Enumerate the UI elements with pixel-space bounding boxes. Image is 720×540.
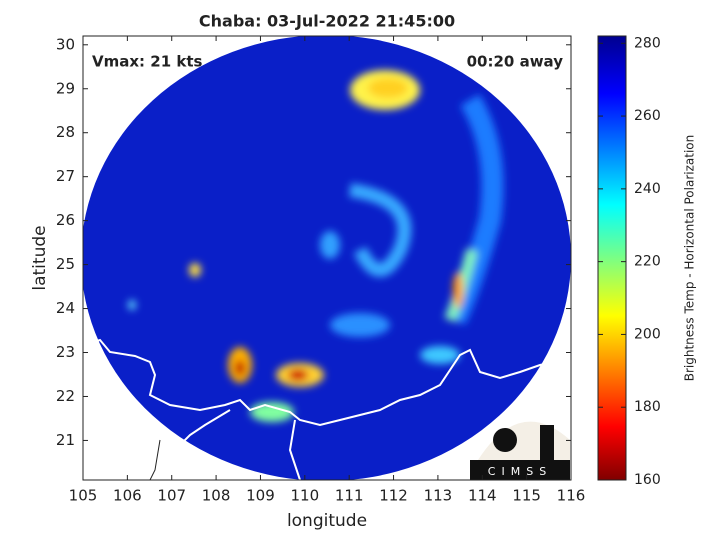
y-tick-label: 23 xyxy=(56,343,75,361)
coastline xyxy=(288,419,301,480)
x-tick-label: 105 xyxy=(69,487,98,505)
y-tick-label: 29 xyxy=(56,79,75,97)
y-tick-label: 25 xyxy=(56,255,75,273)
annotation: Vmax: 21 kts xyxy=(92,53,202,71)
satellite-image: CIMSS xyxy=(83,36,571,480)
colorbar-tick-label: 160 xyxy=(634,472,661,488)
x-tick-label: 106 xyxy=(113,487,142,505)
y-tick-label: 27 xyxy=(56,167,75,185)
logo-text: CIMSS xyxy=(488,465,552,478)
x-tick-label: 109 xyxy=(246,487,275,505)
colorbar-tick-label: 200 xyxy=(634,326,661,342)
colorbar-tick-label: 180 xyxy=(634,399,661,415)
y-tick-label: 24 xyxy=(56,299,75,317)
x-tick-label: 112 xyxy=(379,487,408,505)
coastline xyxy=(159,409,231,447)
colorbar xyxy=(597,35,627,481)
x-tick-label: 115 xyxy=(512,487,541,505)
x-axis-label: longitude xyxy=(287,511,367,531)
cloud-features xyxy=(128,70,504,422)
y-tick-label: 30 xyxy=(56,35,75,53)
colorbar-tick-label: 260 xyxy=(634,108,661,124)
colorbar-label: Brightness Temp - Horizontal Polarizatio… xyxy=(683,135,697,382)
x-tick-label: 114 xyxy=(468,487,497,505)
border xyxy=(149,439,161,480)
x-tick-label: 107 xyxy=(157,487,186,505)
y-tick-label: 22 xyxy=(56,387,75,405)
plot-frame xyxy=(82,35,572,481)
colorbar-tick-label: 240 xyxy=(634,181,661,197)
x-tick-label: 116 xyxy=(557,487,586,505)
swath xyxy=(83,36,571,480)
x-tick-label: 113 xyxy=(424,487,453,505)
annotation: 00:20 away xyxy=(467,53,564,71)
x-tick-label: 108 xyxy=(202,487,231,505)
x-tick-label: 110 xyxy=(290,487,319,505)
logo: CIMSS xyxy=(470,421,570,480)
y-tick-label: 21 xyxy=(56,431,75,449)
chart-title: Chaba: 03-Jul-2022 21:45:00 xyxy=(199,12,455,31)
y-tick-label: 28 xyxy=(56,123,75,141)
x-tick-label: 111 xyxy=(335,487,364,505)
colorbar-tick-label: 220 xyxy=(634,254,661,270)
y-tick-label: 26 xyxy=(56,211,75,229)
coastline xyxy=(83,338,571,427)
colorbar-tick-label: 280 xyxy=(634,35,661,51)
y-axis-label: latitude xyxy=(30,225,50,290)
